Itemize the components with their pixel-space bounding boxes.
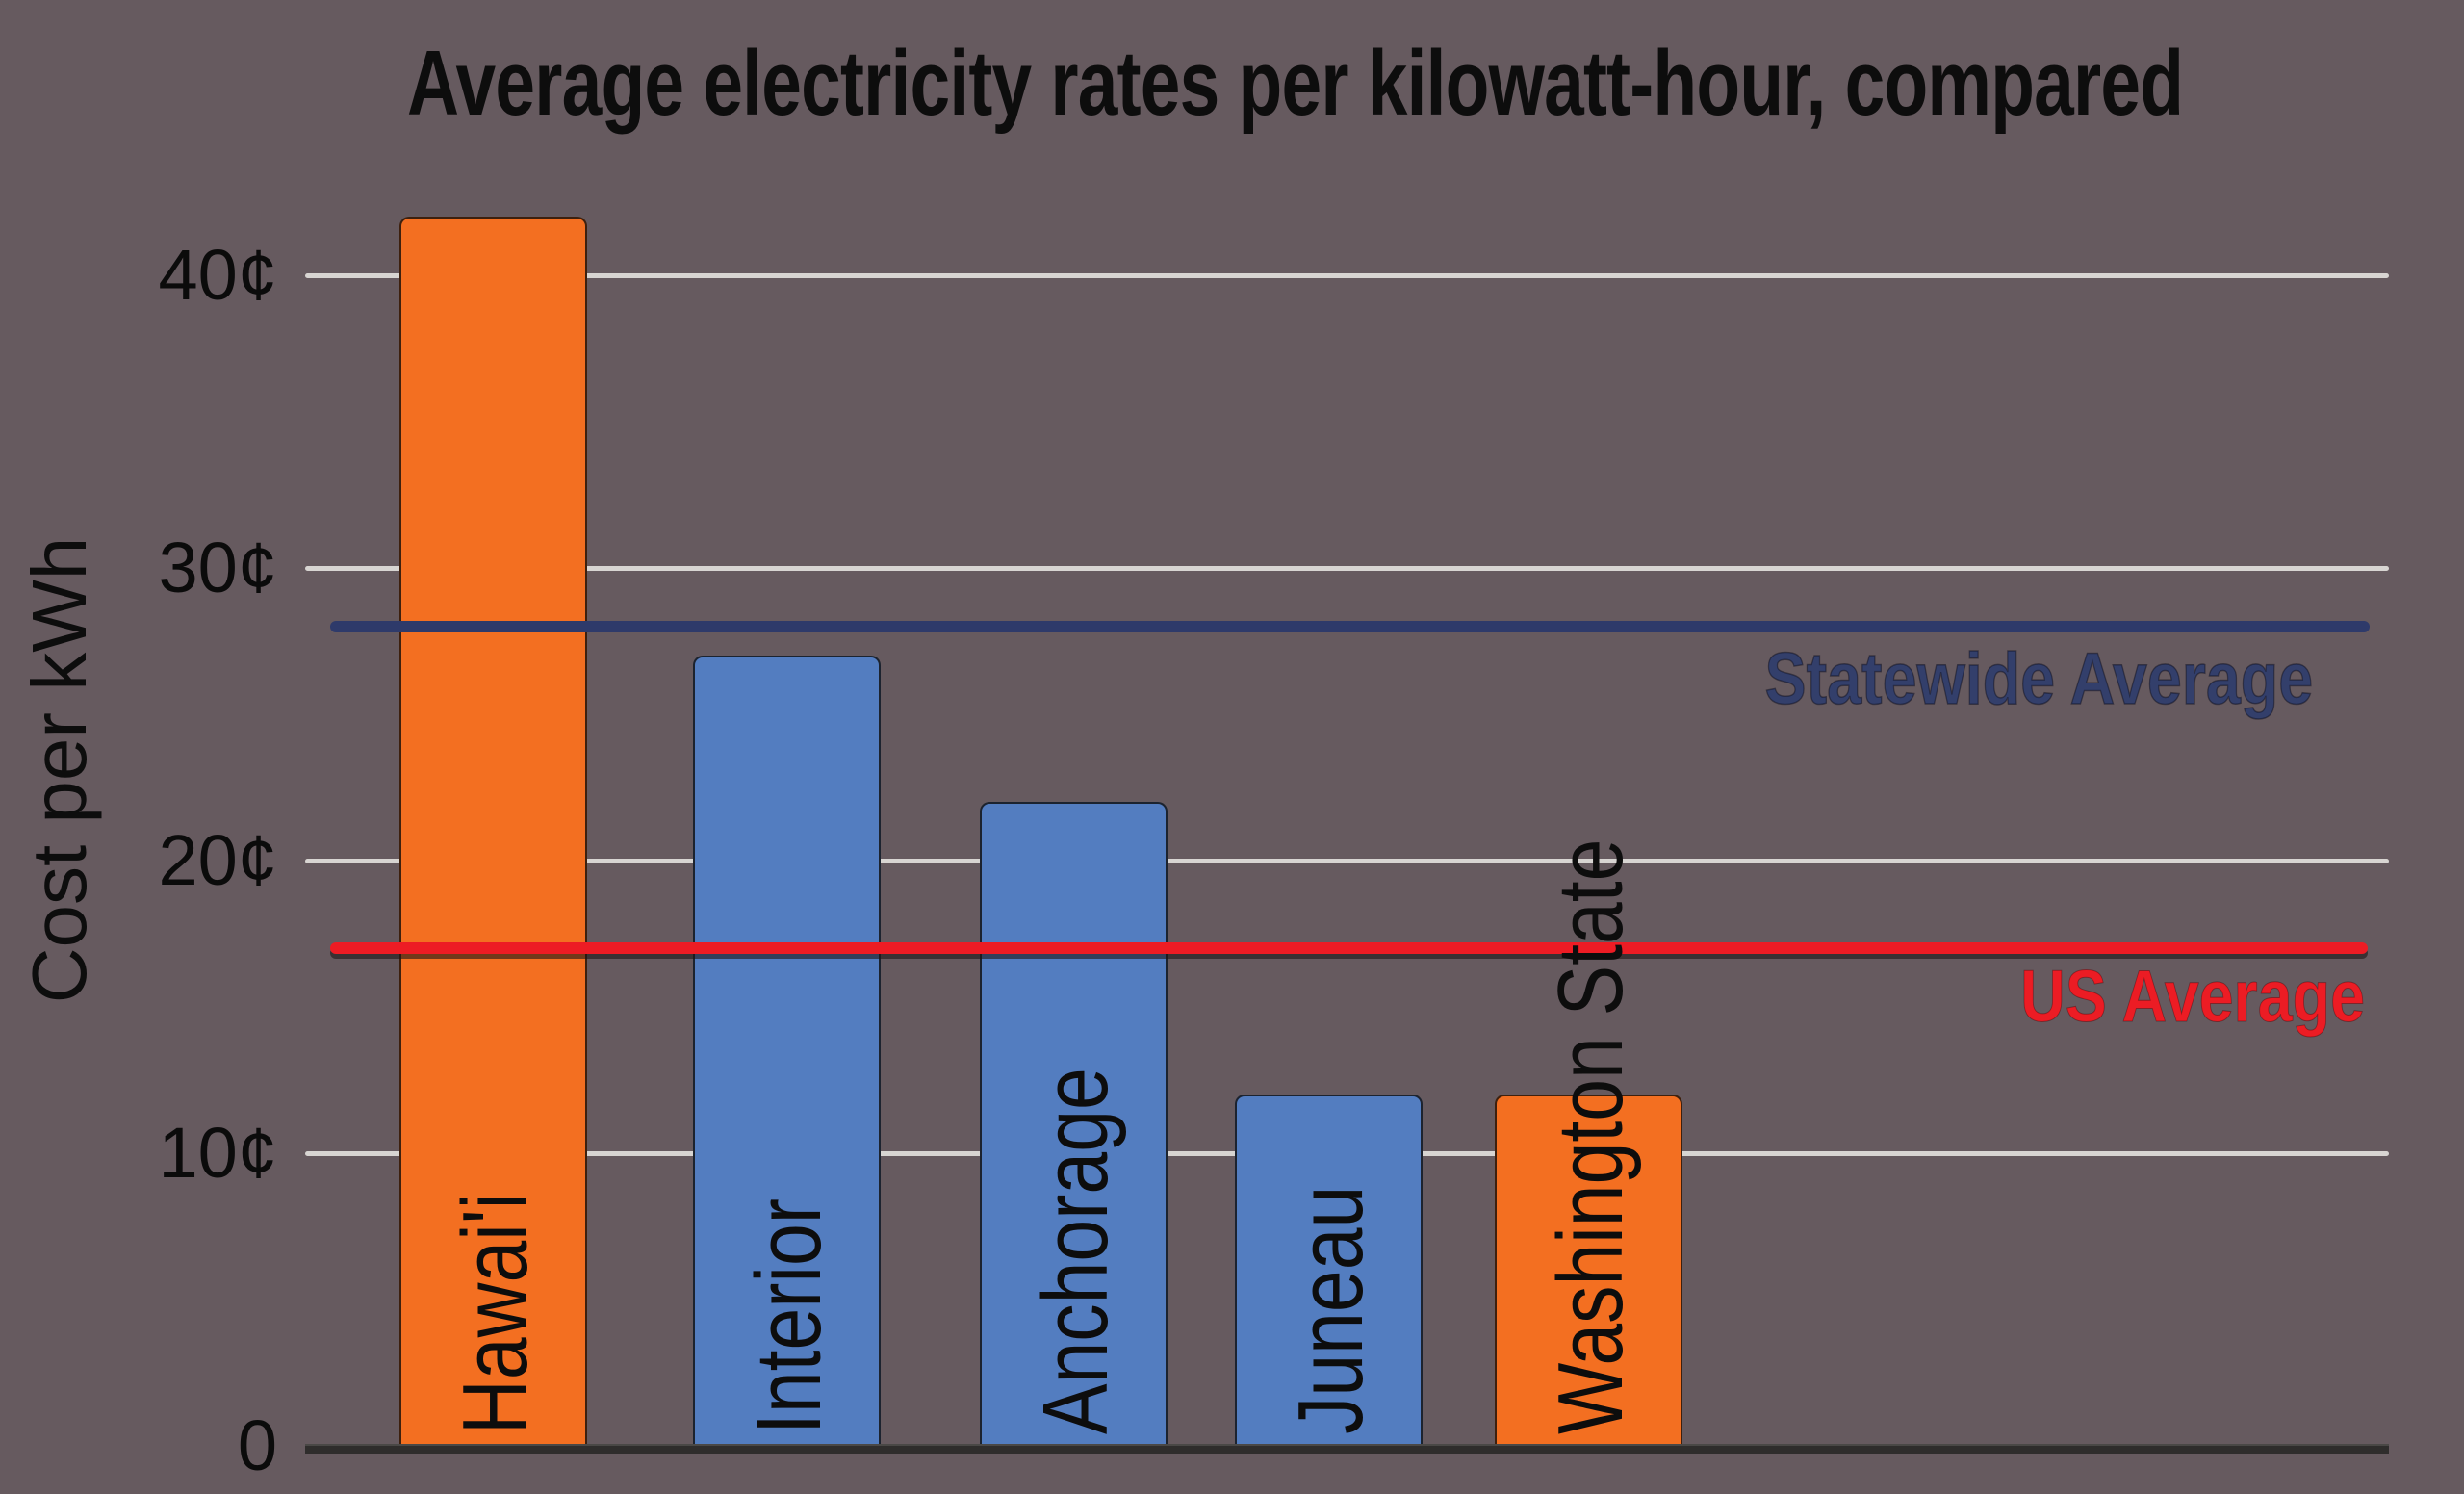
y-tick-label-10: 10¢ bbox=[158, 1113, 277, 1193]
bar-washington-state bbox=[1495, 1095, 1682, 1451]
y-tick-label-20: 20¢ bbox=[158, 820, 277, 900]
bar-label-interior: Interior bbox=[736, 1198, 840, 1434]
y-tick-label-0: 0 bbox=[237, 1405, 277, 1485]
gridline-30 bbox=[305, 566, 2389, 571]
bar-label-juneau: Juneau bbox=[1278, 1185, 1382, 1434]
chart-title: Average electricity rates per kilowatt-h… bbox=[407, 32, 2184, 135]
bar-juneau bbox=[1235, 1095, 1423, 1451]
us-average-line bbox=[330, 942, 2368, 955]
gridline-40 bbox=[305, 273, 2389, 278]
x-axis-baseline bbox=[305, 1444, 2389, 1454]
bar-label-hawai-i: Hawai'i bbox=[443, 1192, 547, 1434]
y-tick-label-40: 40¢ bbox=[158, 235, 277, 315]
bar-label-washington-state: Washington State bbox=[1538, 838, 1642, 1434]
statewide-average-label: Statewide Average bbox=[1764, 638, 2314, 720]
bar-hawai-i bbox=[399, 217, 587, 1451]
y-tick-label-30: 30¢ bbox=[158, 528, 277, 607]
us-average-label: US Average bbox=[2020, 956, 2366, 1038]
gridline-20 bbox=[305, 859, 2389, 863]
statewide-average-line bbox=[330, 620, 2370, 632]
bar-label-anchorage: Anchorage bbox=[1023, 1068, 1127, 1434]
